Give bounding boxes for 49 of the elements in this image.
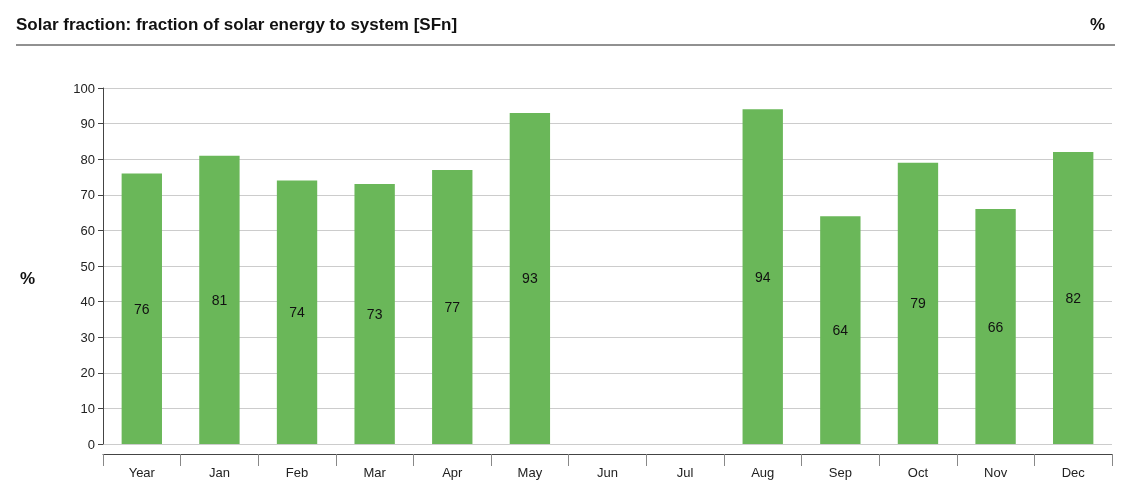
data-label: 73 <box>366 306 383 323</box>
bar <box>276 180 318 444</box>
x-tick-label: May <box>517 465 543 480</box>
x-tick-label: Sep <box>828 465 852 480</box>
data-label: 77 <box>444 298 461 315</box>
x-tick-label: Dec <box>1061 465 1086 480</box>
y-tick-label: 90 <box>80 116 95 132</box>
bar <box>1053 152 1094 444</box>
y-tick-label: 10 <box>80 400 95 416</box>
y-tick-label: 40 <box>80 294 95 310</box>
data-label: 66 <box>987 318 1004 335</box>
data-label: 93 <box>522 270 538 287</box>
data-label: 94 <box>754 268 771 285</box>
x-tick-label: Mar <box>363 465 387 480</box>
y-tick-label: 70 <box>80 187 95 203</box>
y-tick-label: 30 <box>80 329 95 345</box>
data-label: 76 <box>134 300 150 317</box>
data-label: 81 <box>211 291 228 308</box>
x-tick-label: Jan <box>208 465 230 480</box>
x-tick-label: Aug <box>751 465 775 480</box>
data-label: 64 <box>832 322 849 339</box>
bar <box>897 162 939 444</box>
x-tick-label: Feb <box>285 465 309 480</box>
y-tick-label: 60 <box>80 222 95 238</box>
bar <box>199 155 240 444</box>
bar <box>432 169 473 444</box>
bar <box>354 184 395 444</box>
y-tick-label: 0 <box>87 436 95 452</box>
y-tick-label: 80 <box>80 151 95 167</box>
x-tick-label: Oct <box>907 465 929 480</box>
x-tick-label: Nov <box>984 465 1008 480</box>
y-tick-label: 100 <box>73 80 95 96</box>
chart-title: Solar fraction: fraction of solar energy to system [SFn] <box>16 15 458 34</box>
x-tick-label: Jun <box>597 465 618 480</box>
y-tick-label: 20 <box>80 365 95 381</box>
bar <box>975 209 1016 444</box>
x-tick-label: Year <box>128 465 156 480</box>
data-label: 79 <box>910 295 926 312</box>
y-axis-title: % <box>20 269 36 288</box>
text: % <box>1089 15 1106 34</box>
bar <box>820 216 861 444</box>
bar <box>509 112 551 444</box>
x-tick-label: Apr <box>442 465 464 480</box>
bar <box>742 109 783 444</box>
data-label: 82 <box>1065 290 1082 307</box>
x-tick-label: Jul <box>676 465 694 480</box>
data-label: 74 <box>289 304 306 321</box>
y-tick-label: 50 <box>80 258 95 274</box>
bar <box>121 173 162 444</box>
